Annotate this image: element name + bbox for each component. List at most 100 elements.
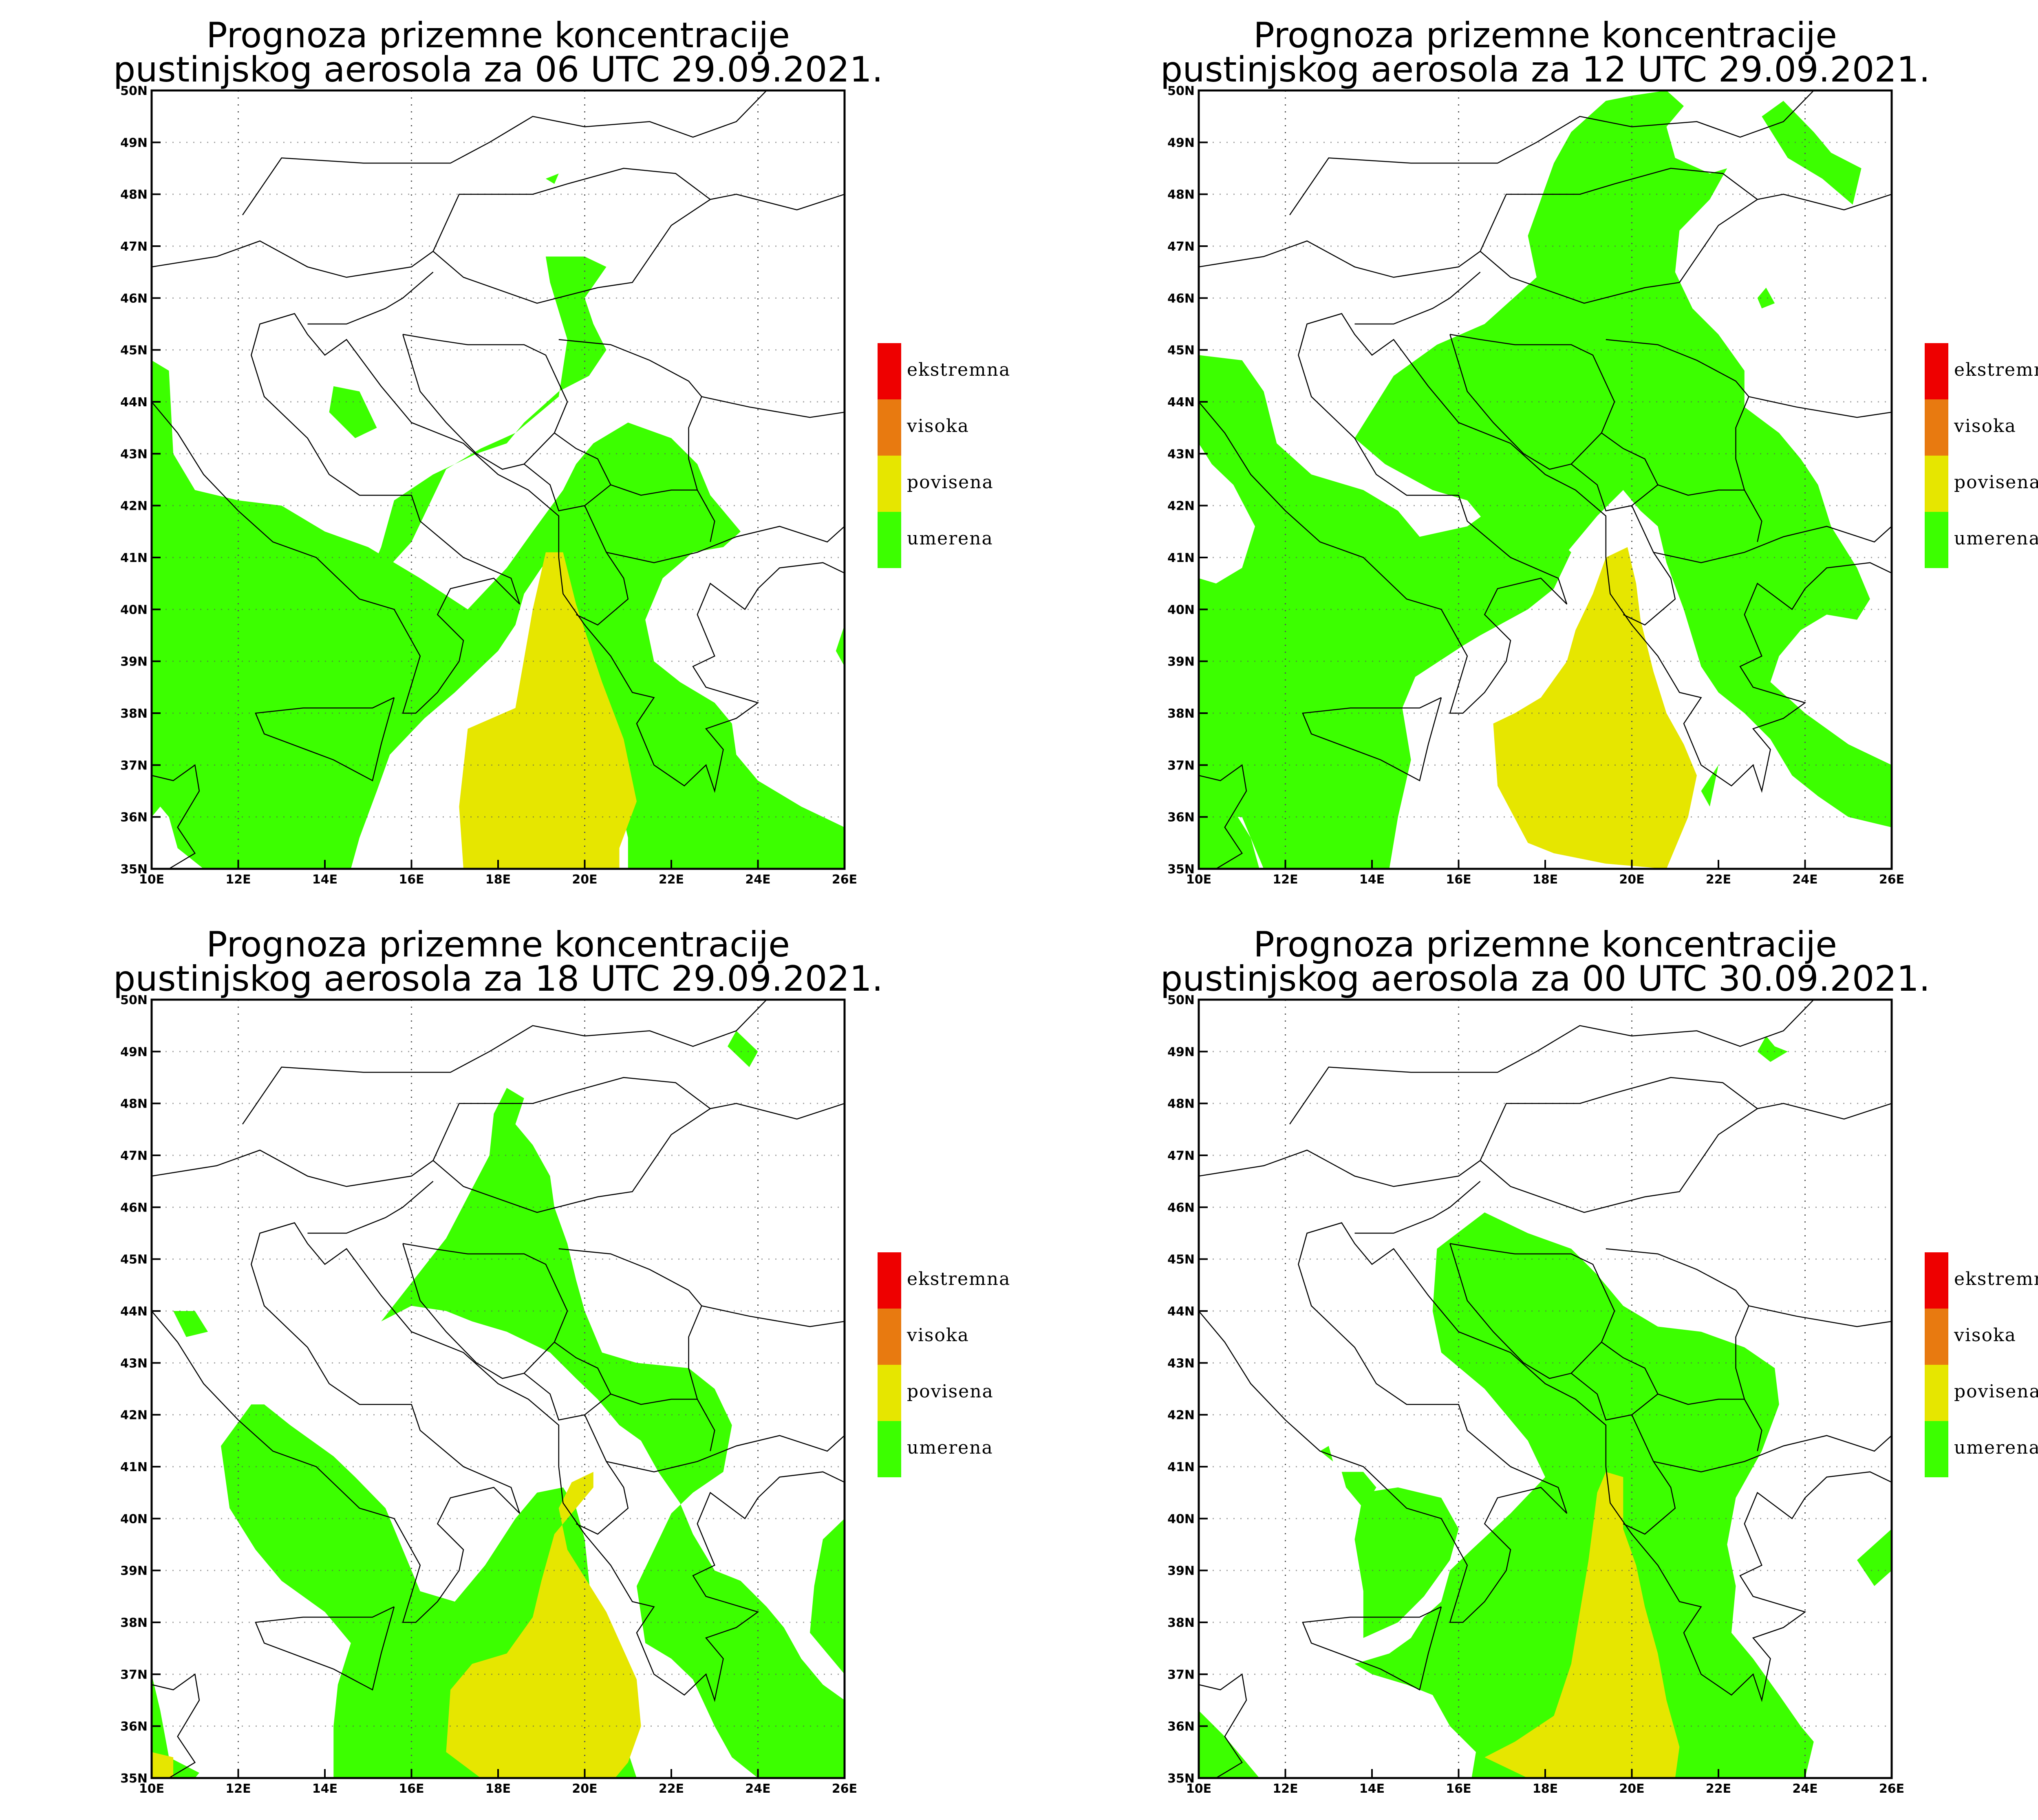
y-tick-label: 47N [1167,1149,1195,1163]
country-border [576,1415,629,1535]
country-border [697,489,715,542]
y-tick-label: 47N [120,1149,148,1163]
country-border [1199,1077,1892,1187]
y-tick-label: 36N [1167,1720,1195,1734]
y-tick-label: 49N [1167,136,1195,150]
x-tick-label: 20E [1619,1782,1644,1796]
country-border [1480,199,1758,304]
legend-swatch [878,1365,901,1421]
y-tick-label: 43N [1167,447,1195,461]
country-border [524,1342,611,1421]
umerena-area [329,386,377,438]
y-tick-label: 37N [120,1668,148,1682]
x-tick-label: 26E [1879,873,1904,887]
umerena-area [1199,796,1259,869]
x-tick-label: 18E [1533,1782,1558,1796]
country-border [1744,1399,1762,1452]
y-tick-label: 41N [120,551,148,565]
y-tick-label: 48N [120,188,148,202]
umerena-area [152,360,845,869]
country-border [307,1181,434,1234]
y-tick-label: 48N [120,1097,148,1111]
y-tick-label: 40N [1167,603,1195,617]
x-tick-label: 18E [485,1782,511,1796]
country-border [1199,764,1247,869]
umerena-area [1354,90,1892,828]
forecast-panel: Prognoza prizemne koncentracijepustinjsk… [1160,15,2038,887]
country-border [1571,1342,1659,1421]
umerena-area [1762,101,1862,205]
y-tick-label: 39N [120,1564,148,1578]
y-tick-label: 45N [1167,1253,1195,1267]
x-tick-label: 24E [745,873,770,887]
umerena-area [1857,1529,1892,1586]
povisena-area [446,1472,641,1778]
umerena-area [1199,355,1571,869]
legend: ekstremna visoka povisena umerena [878,343,1010,568]
x-tick-label: 26E [832,1782,857,1796]
povisena-area [459,552,637,869]
y-tick-label: 37N [1167,1668,1195,1682]
umerena-area [1341,1472,1376,1508]
country-border [1354,1181,1481,1234]
country-border [1199,167,1892,278]
legend-label: visoka [907,1325,969,1346]
x-tick-label: 16E [399,1782,424,1796]
legend-swatch [878,399,901,456]
umerena-area [545,173,559,184]
legend: ekstremna visoka povisena umerena [878,1252,1010,1477]
forecast-panel: Prognoza prizemne koncentracijepustinjsk… [113,15,1010,887]
country-border [1480,1108,1758,1213]
legend-swatch [878,512,901,568]
country-border [1653,1435,1892,1472]
legend-label: umerena [907,1437,993,1458]
y-tick-label: 47N [120,240,148,254]
country-border [606,526,845,563]
legend-label: umerena [1954,1437,2038,1458]
legend-swatch [878,343,901,399]
country-border [1623,1415,1676,1535]
povisena-area [152,1752,174,1778]
umerena-area [360,256,607,599]
country-border [524,432,611,511]
x-tick-label: 10E [1186,873,1211,887]
legend: ekstremna visoka povisena umerena [1925,1252,2038,1477]
y-tick-label: 41N [1167,1460,1195,1474]
country-border [255,1606,395,1691]
country-border [1199,313,1892,793]
legend-label: umerena [907,528,993,549]
country-border [606,1435,845,1472]
country-border [1744,489,1762,542]
legend-label: umerena [1954,528,2038,549]
map-area [152,1000,845,1778]
x-tick-label: 18E [1533,873,1558,887]
y-tick-label: 44N [120,395,148,410]
country-border [1606,339,1892,418]
umerena-area [728,1031,758,1067]
povisena-area [1484,1472,1680,1778]
y-tick-label: 36N [1167,811,1195,825]
y-tick-label: 38N [1167,707,1195,721]
country-border [1199,1222,1892,1702]
x-tick-label: 22E [659,873,684,887]
x-tick-label: 12E [1273,1782,1298,1796]
y-tick-label: 46N [120,1201,148,1215]
legend-swatch [878,1252,901,1309]
y-tick-label: 49N [120,1045,148,1059]
x-tick-label: 24E [1792,873,1817,887]
y-tick-label: 50N [1167,84,1195,98]
y-tick-label: 40N [120,1512,148,1526]
legend-swatch [1925,456,1948,512]
y-tick-label: 50N [120,993,148,1007]
y-tick-label: 44N [1167,1304,1195,1319]
y-tick-label: 35N [1167,1772,1195,1786]
forecast-panel: Prognoza prizemne koncentracijepustinjsk… [1160,924,2038,1796]
panel-title-line1: Prognoza prizemne koncentracije [1253,15,1837,56]
country-border [242,1000,767,1125]
panel-title-line1: Prognoza prizemne koncentracije [206,924,790,965]
country-border [558,1248,845,1327]
umerena-area [1757,287,1775,308]
y-tick-label: 35N [1167,862,1195,877]
umerena-area [1199,1710,1259,1778]
umerena-area [810,1518,845,1675]
